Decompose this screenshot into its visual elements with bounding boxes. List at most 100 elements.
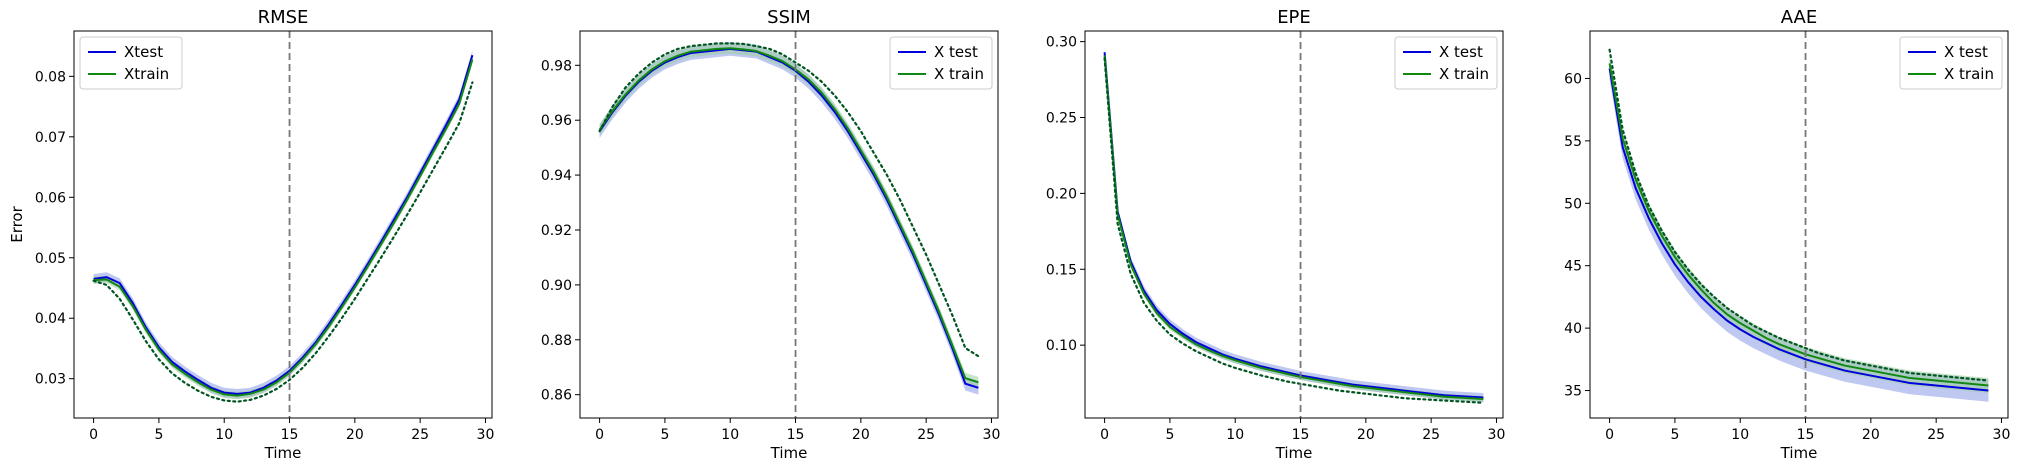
legend-label-test: X test (1944, 43, 1988, 61)
x-axis-label: Time (770, 444, 808, 462)
series-line-dotted (1608, 48, 1990, 382)
x-tick-label: 20 (346, 427, 364, 443)
x-tick-label: 30 (983, 427, 1001, 443)
legend: X test X train (1394, 36, 1498, 90)
y-tick-label: 35 (1564, 384, 1582, 400)
band-train (1609, 55, 1989, 394)
x-tick-label: 20 (1862, 427, 1880, 443)
x-tick-label: 10 (215, 427, 233, 443)
plot-area (1103, 31, 1485, 418)
x-tick-label: 30 (1993, 427, 2011, 443)
x-tick-label: 10 (721, 427, 739, 443)
x-axis-label: Time (1275, 444, 1313, 462)
x-tick-label: 10 (1731, 427, 1749, 443)
x-tick-label: 5 (1670, 427, 1679, 443)
chart-title: AAE (1781, 7, 1818, 28)
legend-label-train: X train (934, 65, 984, 83)
band-test (599, 41, 979, 395)
series-line-dotted (598, 42, 980, 358)
y-tick-label: 0.98 (541, 58, 572, 74)
legend-label-test: X test (934, 43, 978, 61)
series-line-test (1608, 68, 1989, 392)
legend: X test X train (889, 36, 993, 90)
axes-frame (579, 30, 999, 419)
legend-label-test: X test (1439, 43, 1483, 61)
series-line-train (1103, 55, 1484, 401)
x-tick-label: 20 (1357, 427, 1375, 443)
series-line-train (598, 47, 979, 384)
legend-label-train: X train (1439, 65, 1489, 83)
axes-frame (1084, 30, 1504, 419)
axes-frame (1589, 30, 2009, 419)
x-tick-label: 0 (89, 427, 98, 443)
y-tick-label: 0.03 (35, 372, 66, 388)
series-line-dotted (1103, 57, 1485, 404)
y-tick-label: 0.05 (35, 251, 66, 267)
panel-rmse: 0 5 10 15 20 25 30 0.03 0.04 0.05 0.06 0.07 0.08 RMSE… (8, 7, 494, 462)
y-tick-label: 0.86 (541, 388, 572, 404)
band-train (1104, 52, 1484, 403)
series-line-train (93, 59, 474, 397)
y-tick-label: 55 (1564, 134, 1582, 150)
y-tick-label: 0.92 (541, 223, 572, 239)
axes-frame (73, 30, 493, 419)
panel-epe: 0 5 10 15 20 25 30 0.10 0.15 0.20 0.25 0.30 EPE Time X… (1046, 7, 1506, 462)
y-tick-label: 0.25 (1046, 111, 1077, 127)
y-tick-label: 0.06 (35, 190, 66, 206)
x-tick-label: 10 (1226, 427, 1244, 443)
x-tick-label: 0 (595, 427, 604, 443)
legend-box (889, 36, 993, 90)
series-line-test (1103, 52, 1484, 399)
y-tick-label: 0.10 (1046, 338, 1077, 354)
x-tick-label: 30 (1488, 427, 1506, 443)
x-tick-label: 15 (787, 427, 805, 443)
series-line-dotted (92, 81, 474, 403)
series-line-test (598, 47, 979, 389)
x-tick-label: 15 (1797, 427, 1815, 443)
y-tick-label: 0.08 (35, 69, 66, 85)
legend-box (79, 36, 183, 90)
y-tick-label: 0.30 (1046, 35, 1077, 51)
x-tick-label: 30 (477, 427, 495, 443)
chart-title: EPE (1277, 7, 1311, 28)
y-tick-label: 0.90 (541, 278, 572, 294)
legend-label-train: Xtrain (124, 65, 169, 83)
x-tick-label: 0 (1100, 427, 1109, 443)
y-tick-label: 0.20 (1046, 186, 1077, 202)
y-tick-label: 0.94 (541, 168, 572, 184)
y-tick-label: 0.15 (1046, 262, 1077, 278)
x-axis-label: Time (264, 444, 302, 462)
legend: X test X train (1899, 36, 2003, 90)
y-tick-label: 45 (1564, 259, 1582, 275)
y-tick-label: 40 (1564, 321, 1582, 337)
legend-box (1899, 36, 2003, 90)
plot-area (1608, 31, 1990, 418)
x-tick-label: 25 (917, 427, 935, 443)
x-tick-label: 5 (1165, 427, 1174, 443)
y-tick-label: 0.96 (541, 113, 572, 129)
panel-ssim: 0 5 10 15 20 25 30 0.86 0.88 0.90 0.92 0.94 0.96 0.98… (541, 7, 1001, 462)
plot-area (92, 31, 474, 418)
x-tick-label: 0 (1605, 427, 1614, 443)
legend-box (1394, 36, 1498, 90)
x-tick-label: 15 (281, 427, 299, 443)
chart-title: RMSE (258, 7, 309, 28)
plot-area (598, 31, 980, 418)
y-axis-label: Error (8, 205, 26, 242)
y-tick-label: 0.07 (35, 130, 66, 146)
y-tick-label: 50 (1564, 196, 1582, 212)
y-tick-label: 0.04 (35, 311, 66, 327)
y-tick-label: 60 (1564, 71, 1582, 87)
x-tick-label: 25 (1927, 427, 1945, 443)
series-line-test (93, 54, 474, 395)
chart-title: SSIM (767, 7, 811, 28)
x-axis-label: Time (1780, 444, 1818, 462)
x-tick-label: 5 (660, 427, 669, 443)
x-tick-label: 25 (1422, 427, 1440, 443)
legend-label-train: X train (1944, 65, 1994, 83)
x-tick-label: 5 (154, 427, 163, 443)
band-train (599, 42, 979, 388)
x-tick-label: 25 (411, 427, 429, 443)
